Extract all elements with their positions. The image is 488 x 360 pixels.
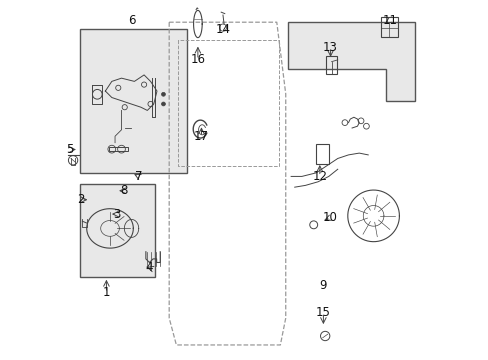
Text: 17: 17 [194,130,208,144]
Text: 6: 6 [127,14,135,27]
Text: 13: 13 [323,41,337,54]
Text: 8: 8 [121,184,128,197]
Text: 5: 5 [66,143,73,156]
Text: 16: 16 [190,53,205,66]
Bar [80,184,155,277]
Text: 11: 11 [382,14,396,27]
Bar [325,56,337,74]
Text: 9: 9 [319,279,326,292]
Text: 14: 14 [215,23,230,36]
Bar [108,147,128,151]
Text: 12: 12 [312,170,326,183]
Text: 4: 4 [145,261,153,274]
Circle shape [161,93,165,96]
Circle shape [161,102,165,106]
Text: 10: 10 [323,211,337,224]
Text: 1: 1 [102,287,110,300]
Text: 7: 7 [135,170,142,183]
Text: 3: 3 [113,208,121,221]
Text: 15: 15 [315,306,330,319]
Text: 2: 2 [78,193,85,206]
Bar [380,17,397,37]
Bar [80,30,187,173]
Polygon shape [287,22,414,101]
Bar [316,144,328,164]
